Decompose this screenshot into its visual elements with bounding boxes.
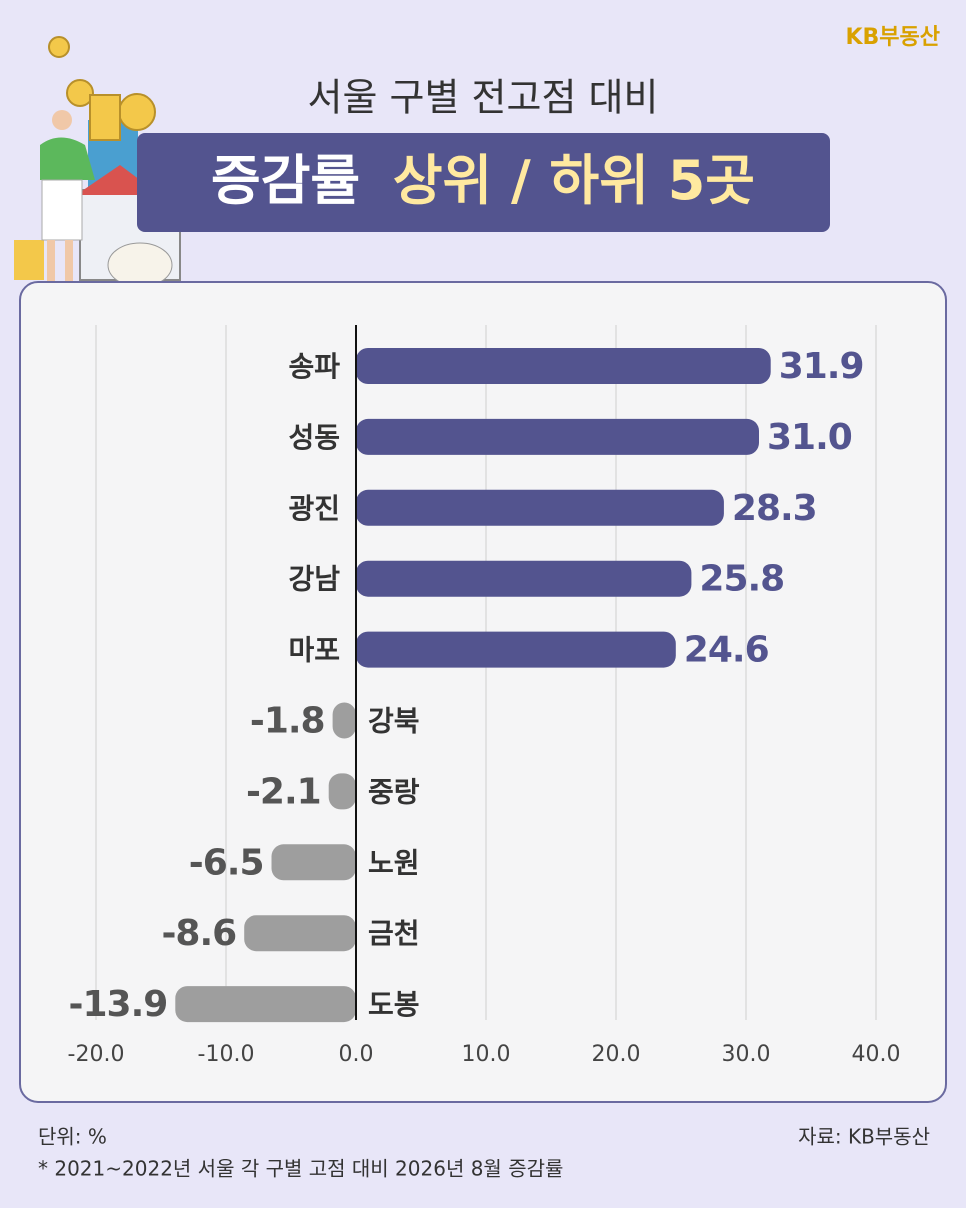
category-label: 송파 xyxy=(288,350,340,383)
value-label: -8.6 xyxy=(161,913,236,954)
value-label: 25.8 xyxy=(699,559,784,600)
category-label: 광진 xyxy=(288,492,340,525)
logo: KB부동산 xyxy=(845,25,940,50)
category-label: 성동 xyxy=(288,421,340,454)
bar xyxy=(175,986,356,1023)
x-tick-label: 10.0 xyxy=(462,1042,511,1067)
title-highlight: 상위 / 하위 5곳 xyxy=(393,149,755,212)
title-banner xyxy=(137,133,830,232)
title: 증감률 상위 / 하위 5곳 xyxy=(211,149,755,212)
bar xyxy=(271,844,356,881)
category-label: 강북 xyxy=(368,705,420,738)
unit-note: 단위: % xyxy=(38,1125,107,1149)
value-label: -6.5 xyxy=(189,842,264,883)
value-label: 31.0 xyxy=(767,417,852,458)
x-tick-label: 20.0 xyxy=(592,1042,641,1067)
category-label: 도봉 xyxy=(368,988,420,1021)
value-label: -13.9 xyxy=(69,984,168,1025)
title-main: 증감률 xyxy=(211,149,360,212)
bar xyxy=(332,702,356,739)
subtitle: 서울 구별 전고점 대비 xyxy=(308,76,659,120)
value-label: 28.3 xyxy=(732,488,817,529)
source: 자료: KB부동산 xyxy=(798,1125,930,1149)
value-label: -2.1 xyxy=(246,771,321,812)
x-tick-label: -20.0 xyxy=(68,1042,125,1067)
value-label: -1.8 xyxy=(250,701,325,742)
bar xyxy=(328,773,356,810)
category-label: 노원 xyxy=(368,846,420,879)
bar xyxy=(356,348,771,384)
bar xyxy=(356,489,724,526)
value-label: 31.9 xyxy=(779,346,864,387)
bar xyxy=(356,631,676,668)
x-tick-label: 0.0 xyxy=(339,1042,374,1067)
bar xyxy=(244,915,356,952)
chart-panel xyxy=(19,281,947,1103)
x-tick-label: 30.0 xyxy=(722,1042,771,1067)
x-tick-label: 40.0 xyxy=(852,1042,901,1067)
category-label: 강남 xyxy=(288,563,340,596)
category-label: 금천 xyxy=(368,917,420,950)
x-tick-label: -10.0 xyxy=(198,1042,255,1067)
bar xyxy=(356,418,759,455)
plot: -20.0 -10.0 0.0 10.0 20.0 30.0 40.0 31.9 송파 31.0 성… xyxy=(68,325,901,1067)
value-label: 24.6 xyxy=(684,630,769,671)
category-label: 마포 xyxy=(288,634,340,667)
bar xyxy=(356,560,692,597)
category-label: 중랑 xyxy=(368,775,420,808)
footnote: * 2021~2022년 서울 각 구별 고점 대비 2026년 8월 증감률 xyxy=(38,1157,563,1181)
